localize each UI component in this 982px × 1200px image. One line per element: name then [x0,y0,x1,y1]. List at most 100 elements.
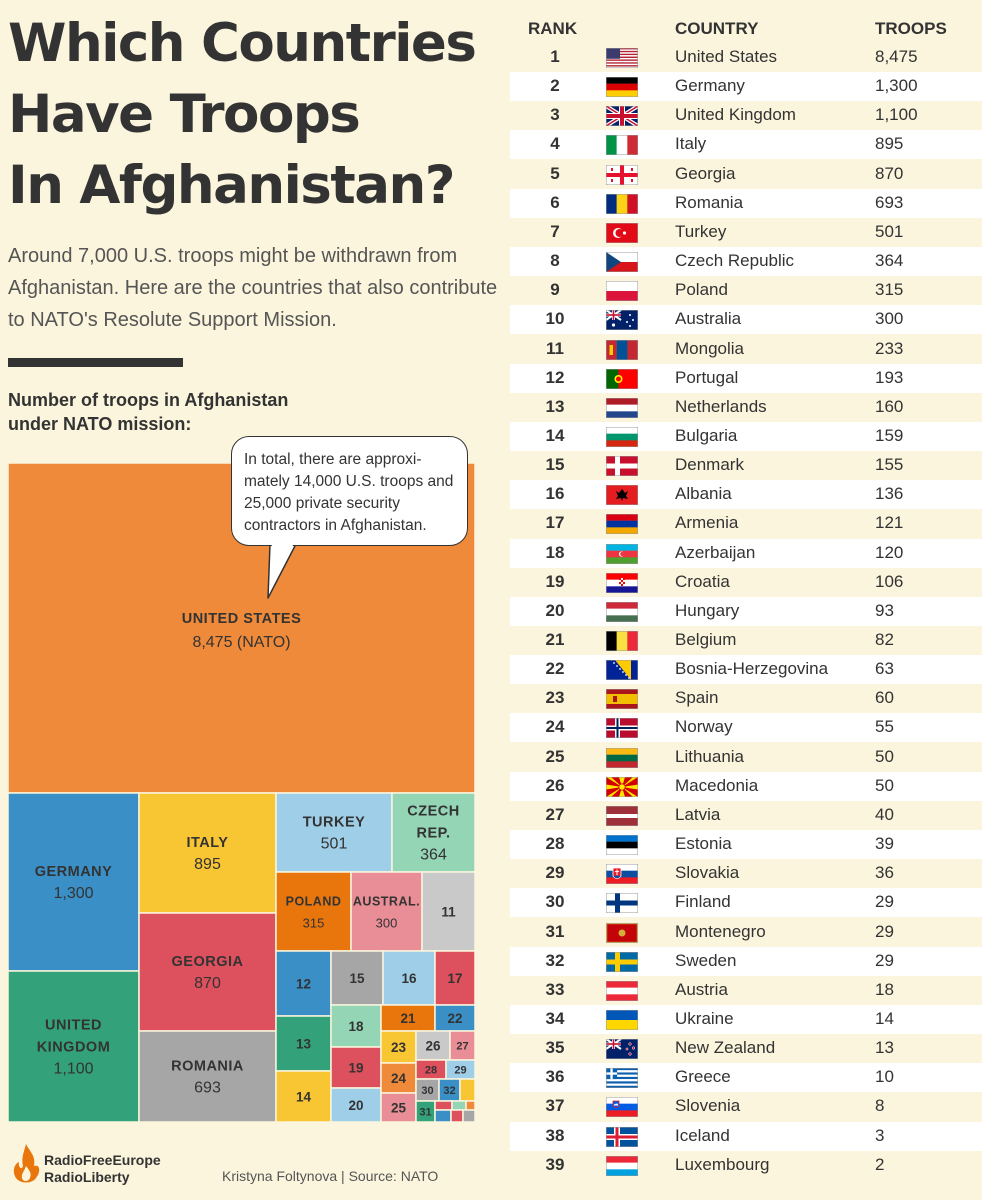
treemap-cell-hu [330,1087,382,1123]
country-cell: Finland [675,892,731,912]
rank-cell: 32 [545,950,565,970]
rank-cell: 30 [545,892,565,912]
treemap-label-ro: ROMANIA [171,1059,244,1075]
flag-mk-icon [606,776,638,797]
troops-cell: 55 [875,717,894,737]
country-cell: Armenia [675,513,739,533]
country-cell: Germany [675,76,745,96]
flag-hr-icon [606,572,638,593]
treemap-cell-de [7,792,140,972]
treemap-cell-pt [275,950,332,1017]
flag-bg-icon [606,426,638,448]
troops-cell: 40 [875,804,894,824]
treemap-cell-nl [275,1015,332,1072]
country-cell: Turkey [675,221,727,241]
flag-sk-icon [606,864,638,885]
treemap-label-cz: REP. [417,826,451,842]
troops-cell: 233 [875,338,904,358]
flag-me-icon [606,922,638,943]
rferl-flame-icon [13,1144,40,1183]
table-row: 31 Montenegro 29 [510,917,982,947]
treemap-cell-ro [138,1030,277,1123]
treemap-cell-is [450,1109,464,1123]
troops-cell: 693 [875,192,904,212]
treemap-value-au: 300 [376,916,398,931]
treemap-label-gb: UNITED [45,1018,102,1034]
flag-au-icon [605,309,638,331]
rank-cell: 6 [550,192,560,212]
treemap-cell-hr [330,1046,382,1089]
table-row: 1 United States 8,475 [510,43,982,72]
troops-cell: 39 [875,834,894,854]
country-cell: Georgia [675,163,736,183]
treemap-value-gb: 1,100 [53,1061,93,1078]
treemap-rank-al: 16 [401,971,417,986]
table-row: 29 Slovakia 36 [510,859,982,889]
table-row: 22 Bosnia-Herzegovina 63 [510,655,982,685]
treemap-rank-nl: 13 [296,1037,312,1052]
troops-cell: 870 [875,163,904,183]
table-row: 13 Netherlands 160 [510,392,982,422]
table-row: 32 Sweden 29 [510,946,982,976]
rank-cell: 27 [545,804,565,824]
country-cell: Portugal [675,367,739,387]
troops-cell: 82 [875,630,894,649]
country-cell: Montenegro [675,921,766,941]
rank-cell: 16 [545,484,565,504]
treemap-rank-es: 23 [391,1040,407,1055]
table-row: 33 Austria 18 [510,975,982,1005]
treemap-cell-it [138,792,277,914]
rank-cell: 23 [545,688,565,708]
flag-ba-icon [606,660,638,681]
flag-gr-icon [606,1068,638,1089]
table-row: 3 United Kingdom 1,100 [510,101,982,131]
rank-cell: 25 [545,746,565,766]
table-row: 4 Italy 895 [510,130,982,160]
treemap-rank-fi: 30 [421,1085,433,1097]
table-row: 21 Belgium 82 [510,626,982,655]
country-cell: Austria [675,979,728,999]
country-cell: Italy [675,134,707,154]
country-cell: Latvia [675,804,721,824]
table-row: 30 Finland 29 [510,888,982,918]
country-cell: Poland [675,280,728,300]
country-cell: Czech Republic [675,251,795,271]
country-cell: Slovakia [675,863,740,883]
country-cell: Netherlands [675,396,767,416]
table-row: 6 Romania 693 [510,188,982,218]
flag-es-icon [606,689,638,710]
troops-cell: 50 [875,746,894,766]
country-cell: Lithuania [675,746,745,766]
country-cell: Denmark [675,455,744,475]
rank-cell: 29 [545,863,565,883]
rank-cell: 11 [546,338,564,358]
table-row: 16 Albania 136 [510,480,982,510]
rank-cell: 4 [550,134,560,154]
country-cell: Bulgaria [675,425,738,445]
flag-mn-icon [606,339,639,360]
flag-pt-icon [606,368,638,389]
troops-cell: 18 [875,979,894,999]
title-line-3: In Afghanistan? [8,155,455,216]
treemap-cell-lt [380,1092,417,1123]
troops-header: TROOPS [875,19,947,38]
treemap-rank-am: 17 [447,971,462,986]
flag-tr-icon [606,222,638,243]
table-row: 25 Lithuania 50 [510,742,982,772]
table-row: 10 Australia 300 [510,305,982,335]
country-cell: Greece [675,1067,731,1087]
flag-de-icon [606,77,638,98]
flag-ge-icon [606,164,638,185]
treemap-value-us: 8,475 (NATO) [192,634,290,651]
treemap-rank-mk: 26 [425,1039,441,1054]
country-cell: New Zealand [675,1038,776,1058]
troops-cell: 2 [875,1154,885,1174]
table-row: 26 Macedonia 50 [510,771,982,801]
country-cell: Spain [675,688,719,708]
flag-ee-icon [606,835,638,856]
table-row: 19 Croatia 106 [510,567,982,597]
rank-cell: 20 [545,600,565,620]
country-cell: Estonia [675,834,732,854]
troops-cell: 121 [875,513,904,533]
troops-cell: 93 [875,600,894,620]
